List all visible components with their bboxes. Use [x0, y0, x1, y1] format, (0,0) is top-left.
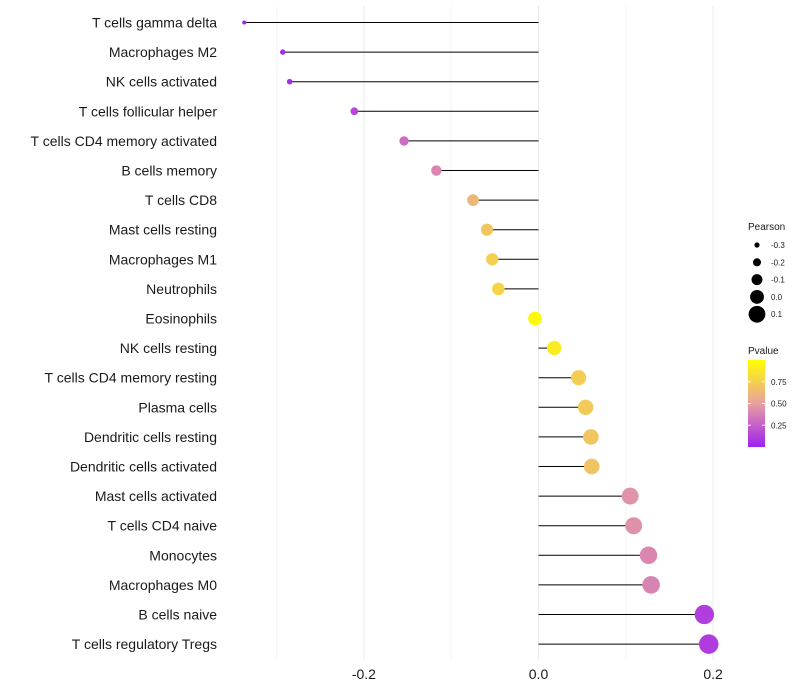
lollipop-point [431, 165, 442, 176]
gridlines [276, 6, 714, 660]
lollipop-point [242, 20, 247, 25]
pvalue-color-legend: Pvalue 0.25 0.50 0.75 [748, 346, 787, 447]
pearson-legend-key [751, 274, 763, 286]
pearson-legend-label: 0.1 [771, 310, 783, 319]
pearson-legend-key [750, 289, 764, 304]
lollipop-point [486, 253, 499, 266]
lollipop-point [399, 136, 409, 146]
category-label: T cells CD4 memory resting [45, 370, 217, 386]
category-label: Dendritic cells resting [84, 429, 217, 445]
category-label: T cells CD8 [145, 192, 217, 208]
category-label: T cells follicular helper [79, 103, 218, 119]
lollipop-point [350, 107, 359, 116]
category-labels: T cells gamma delta Macrophages M2 NK cell… [31, 15, 218, 653]
category-label: B cells memory [121, 163, 217, 179]
pearson-legend-key [754, 242, 760, 248]
pearson-legend-title: Pearson [748, 222, 785, 233]
pvalue-legend-title: Pvalue [748, 346, 779, 357]
category-label: Macrophages M2 [109, 44, 217, 60]
lollipop-points [242, 20, 719, 654]
lollipop-point [698, 634, 719, 654]
lollipop-point [480, 223, 494, 236]
category-label: Plasma cells [138, 399, 217, 415]
lollipop-point [694, 604, 715, 625]
pearson-legend-label: -0.3 [771, 241, 785, 250]
lollipop-point [621, 487, 639, 505]
pvalue-legend-label: 0.50 [771, 400, 787, 409]
category-label: B cells naive [138, 607, 217, 623]
category-label: Monocytes [149, 547, 217, 563]
category-label: Eosinophils [145, 311, 217, 327]
category-label: T cells CD4 naive [108, 518, 218, 534]
lollipop-point [583, 458, 600, 475]
x-tick-label: 0.0 [529, 666, 549, 682]
category-label: NK cells resting [120, 340, 217, 356]
pvalue-legend-label: 0.75 [771, 378, 787, 387]
pearson-legend-label: -0.2 [771, 258, 785, 267]
lollipop-point [286, 78, 293, 85]
lollipop-point [547, 340, 562, 356]
pvalue-legend-label: 0.25 [771, 421, 787, 430]
x-axis-ticks: -0.2 0.0 0.2 [352, 666, 723, 682]
category-label: NK cells activated [106, 74, 217, 90]
lollipop-point [492, 282, 505, 296]
category-label: Macrophages M1 [109, 251, 217, 267]
x-tick-label: -0.2 [352, 666, 376, 682]
lollipop-point [280, 49, 286, 55]
category-label: Dendritic cells activated [70, 459, 217, 475]
category-label: Mast cells resting [109, 222, 217, 238]
category-label: T cells regulatory Tregs [72, 636, 217, 652]
category-label: Mast cells activated [95, 488, 217, 504]
lollipop-point [625, 517, 643, 535]
lollipop-point [639, 546, 658, 565]
category-label: Macrophages M0 [109, 577, 217, 593]
lollipop-stems [244, 22, 709, 645]
lollipop-point [571, 370, 587, 386]
pearson-legend-key [748, 305, 766, 323]
category-label: T cells CD4 memory activated [31, 133, 217, 149]
pvalue-colorbar [748, 360, 765, 447]
category-label: Neutrophils [146, 281, 217, 297]
pearson-size-legend: Pearson -0.3 -0.2 -0.1 0.0 0.1 [748, 222, 785, 323]
pearson-legend-label: 0.0 [771, 293, 783, 302]
pearson-legend-key [752, 258, 762, 267]
category-label: T cells gamma delta [92, 15, 217, 31]
lollipop-point [642, 576, 660, 594]
pearson-legend-label: -0.1 [771, 276, 785, 285]
lollipop-point [467, 194, 479, 206]
lollipop-point [528, 311, 542, 326]
x-tick-label: 0.2 [703, 666, 723, 682]
lollipop-point [583, 429, 599, 445]
lollipop-point [577, 399, 594, 416]
